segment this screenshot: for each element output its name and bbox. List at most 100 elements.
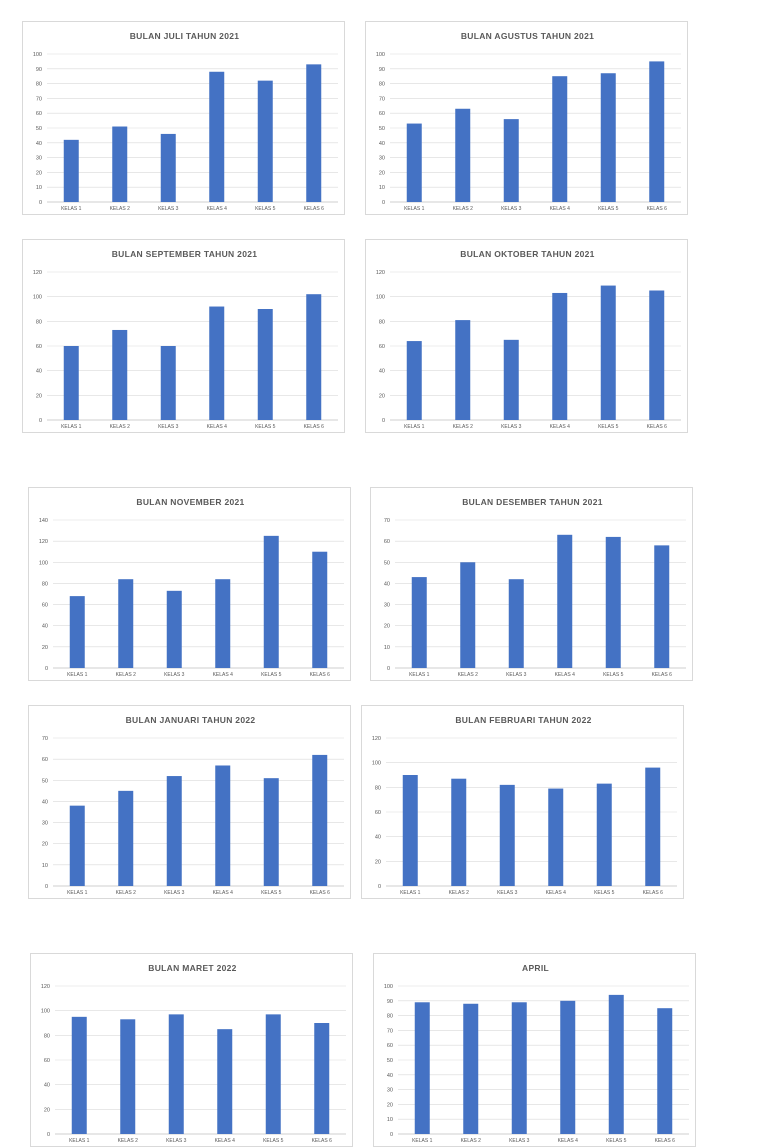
bar-5 <box>596 783 612 886</box>
x-tick-label: KELAS 4 <box>213 890 234 896</box>
bar-2 <box>118 579 134 668</box>
chart-svg: BULAN JANUARI TAHUN 2022 0 10 20 30 40 50 60 70 K… <box>42 715 344 896</box>
bar-4 <box>557 534 573 668</box>
x-tick-label: KELAS 6 <box>643 890 664 896</box>
chart-maret-2022: BULAN MARET 2022 0 20 40 60 80 100 120 KELAS 1 KE… <box>30 953 353 1147</box>
bar-6 <box>657 1008 673 1134</box>
chart-svg: BULAN JULI TAHUN 2021 0 10 20 30 40 50 60 70 80 90… <box>33 31 338 212</box>
x-tick-label: KELAS 1 <box>404 424 425 430</box>
x-tick-label: KELAS 3 <box>501 206 522 212</box>
bar-2 <box>463 1003 479 1134</box>
y-tick-label: 0 <box>39 200 42 206</box>
bar-6 <box>645 767 661 886</box>
y-tick-label: 80 <box>375 785 381 791</box>
y-tick-label: 70 <box>379 96 385 102</box>
y-tick-label: 70 <box>384 518 390 524</box>
x-tick-label: KELAS 6 <box>652 672 673 678</box>
y-tick-label: 100 <box>384 984 393 990</box>
chart-svg: APRIL 0 10 20 30 40 50 60 70 80 90 100 KELAS 1 KELAS … <box>384 963 689 1144</box>
x-tick-label: KELAS 4 <box>558 1138 579 1144</box>
bar-5 <box>265 1014 281 1134</box>
bar-3 <box>168 1014 184 1134</box>
bar-2 <box>112 329 128 420</box>
bar-1 <box>63 139 79 202</box>
chart-februari-2022: BULAN FEBRUARI TAHUN 2022 0 20 40 60 80 100 120… <box>361 705 684 899</box>
y-tick-label: 20 <box>384 624 390 630</box>
y-tick-label: 40 <box>375 835 381 841</box>
y-tick-label: 0 <box>390 1132 393 1138</box>
x-tick-label: KELAS 5 <box>606 1138 627 1144</box>
x-tick-label: KELAS 1 <box>61 424 82 430</box>
y-tick-label: 40 <box>36 141 42 147</box>
bar-1 <box>411 577 427 668</box>
bar-4 <box>215 579 231 668</box>
bar-6 <box>654 545 670 668</box>
x-tick-label: KELAS 1 <box>61 206 82 212</box>
x-tick-label: KELAS 2 <box>110 424 131 430</box>
y-tick-label: 0 <box>47 1132 50 1138</box>
bar-4 <box>552 76 568 202</box>
x-tick-label: KELAS 2 <box>118 1138 139 1144</box>
chart-svg: BULAN DESEMBER TAHUN 2021 0 10 20 30 40 50 60 70… <box>384 497 686 678</box>
y-tick-label: 120 <box>33 270 42 276</box>
x-tick-label: KELAS 6 <box>310 890 331 896</box>
bar-5 <box>600 73 616 202</box>
x-tick-label: KELAS 5 <box>594 890 615 896</box>
y-tick-label: 80 <box>36 82 42 88</box>
y-tick-label: 60 <box>44 1058 50 1064</box>
x-tick-label: KELAS 6 <box>647 424 668 430</box>
bar-1 <box>402 775 418 886</box>
bar-5 <box>263 535 279 668</box>
x-tick-label: KELAS 1 <box>400 890 421 896</box>
y-tick-label: 60 <box>36 111 42 117</box>
bar-6 <box>312 551 328 668</box>
y-tick-label: 0 <box>45 666 48 672</box>
x-tick-label: KELAS 5 <box>261 672 282 678</box>
bar-2 <box>460 562 476 668</box>
chart-svg: BULAN SEPTEMBER TAHUN 2021 0 20 40 60 80 100 12… <box>33 249 338 430</box>
bar-1 <box>406 341 422 420</box>
y-tick-label: 80 <box>44 1033 50 1039</box>
x-tick-label: KELAS 2 <box>449 890 470 896</box>
y-tick-label: 60 <box>387 1043 393 1049</box>
x-tick-label: KELAS 2 <box>453 424 474 430</box>
y-tick-label: 0 <box>387 666 390 672</box>
y-tick-label: 0 <box>382 418 385 424</box>
x-tick-label: KELAS 5 <box>255 206 276 212</box>
chart-title: BULAN JANUARI TAHUN 2022 <box>126 715 256 725</box>
y-tick-label: 20 <box>36 170 42 176</box>
x-tick-label: KELAS 2 <box>453 206 474 212</box>
y-tick-label: 30 <box>384 603 390 609</box>
chart-title: BULAN NOVEMBER 2021 <box>136 497 244 507</box>
bar-3 <box>503 119 519 202</box>
x-tick-label: KELAS 1 <box>67 672 88 678</box>
y-tick-label: 40 <box>42 624 48 630</box>
bar-5 <box>263 778 279 886</box>
y-tick-label: 60 <box>379 344 385 350</box>
y-tick-label: 100 <box>41 1009 50 1015</box>
x-tick-label: KELAS 3 <box>164 672 185 678</box>
x-tick-label: KELAS 5 <box>598 206 619 212</box>
chart-title: BULAN DESEMBER TAHUN 2021 <box>462 497 603 507</box>
y-tick-label: 90 <box>379 67 385 73</box>
y-tick-label: 50 <box>379 126 385 132</box>
x-tick-label: KELAS 3 <box>164 890 185 896</box>
x-tick-label: KELAS 3 <box>509 1138 530 1144</box>
x-tick-label: KELAS 3 <box>506 672 527 678</box>
y-tick-label: 20 <box>379 170 385 176</box>
bar-2 <box>455 108 471 202</box>
y-tick-label: 60 <box>384 539 390 545</box>
chart-title: BULAN JULI TAHUN 2021 <box>130 31 240 41</box>
chart-title: BULAN SEPTEMBER TAHUN 2021 <box>112 249 258 259</box>
bar-6 <box>314 1023 330 1134</box>
bar-2 <box>118 790 134 886</box>
x-tick-label: KELAS 3 <box>501 424 522 430</box>
y-tick-label: 10 <box>384 645 390 651</box>
x-tick-label: KELAS 1 <box>404 206 425 212</box>
bar-3 <box>503 339 519 420</box>
y-tick-label: 120 <box>39 539 48 545</box>
x-tick-label: KELAS 4 <box>213 672 234 678</box>
chart-svg: BULAN NOVEMBER 2021 0 20 40 60 80 100 120 140 KEL… <box>39 497 344 678</box>
y-tick-label: 10 <box>387 1117 393 1123</box>
chart-desember-2021: BULAN DESEMBER TAHUN 2021 0 10 20 30 40 50 60 70… <box>370 487 693 681</box>
